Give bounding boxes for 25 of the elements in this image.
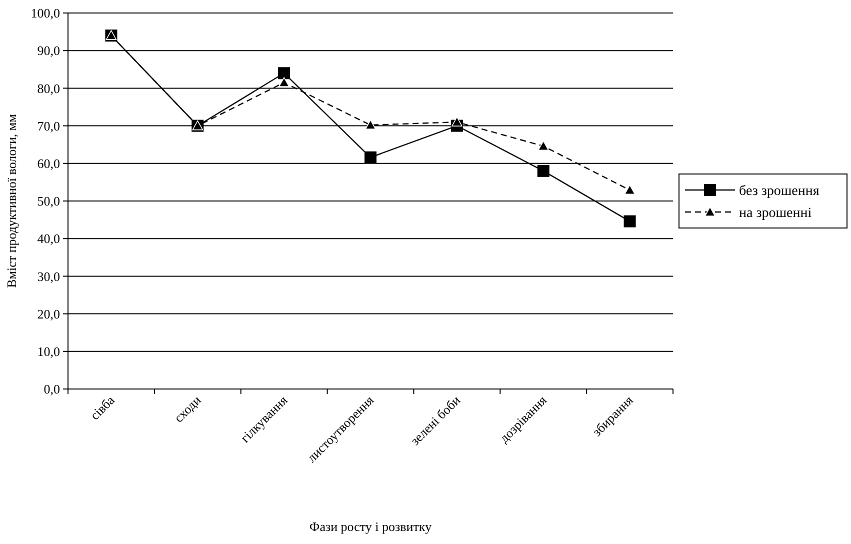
x-axis-title: Фази росту і розвитку (309, 519, 432, 534)
x-tick-label: сівба (87, 392, 118, 423)
y-tick-label: 80,0 (37, 80, 60, 96)
point (278, 77, 290, 87)
y-tick-label: 10,0 (37, 344, 60, 359)
y-tick-label: 70,0 (37, 118, 60, 134)
y-tick-label: 100,0 (30, 6, 60, 21)
y-tick-label: 0,0 (44, 382, 60, 397)
point (537, 164, 550, 177)
y-tick-label: 20,0 (37, 306, 60, 322)
point (365, 120, 376, 130)
point (624, 215, 636, 228)
y-tick-label: 30,0 (37, 268, 60, 284)
point (364, 151, 376, 164)
legend-label: без зрошення (739, 184, 820, 199)
point (624, 184, 636, 194)
legend-label: на зрошенні (739, 206, 812, 221)
y-tick-label: 50,0 (37, 194, 60, 209)
y-tick-label: 90,0 (37, 43, 60, 58)
point (278, 67, 290, 80)
y-axis-title: Вміст продуктивної вологи, мм (4, 114, 19, 288)
y-tick-label: 60,0 (37, 156, 60, 171)
point (452, 116, 462, 126)
y-tick-label: 40,0 (37, 231, 60, 246)
point (538, 140, 549, 151)
